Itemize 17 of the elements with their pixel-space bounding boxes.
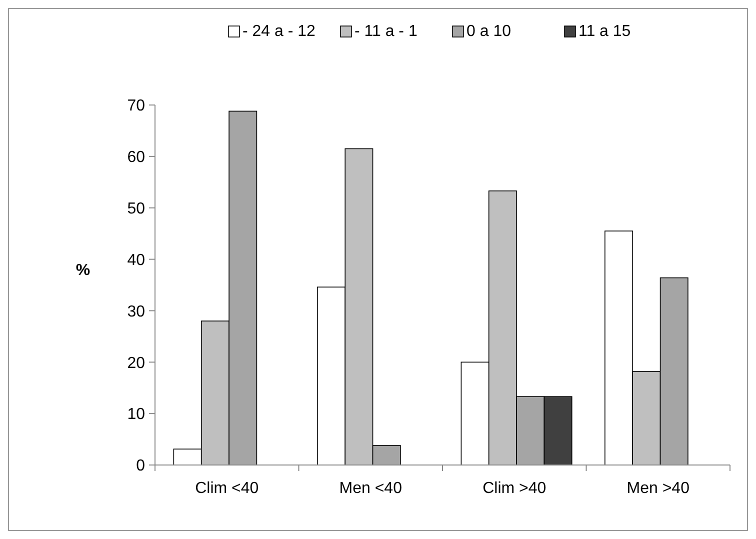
y-tick-label: 40 (127, 252, 146, 269)
legend-label: 0 a 10 (466, 23, 512, 40)
y-tick-label: 10 (127, 406, 146, 424)
y-tick-label: 0 (136, 458, 146, 475)
x-tick-label: Men >40 (626, 480, 690, 497)
y-tick-label: 20 (127, 354, 146, 372)
y-axis-title: % (76, 262, 90, 279)
x-tick-label: Men <40 (339, 480, 402, 497)
legend-label: 11 a 15 (578, 23, 631, 40)
legend-label: - 24 a - 12 (242, 23, 316, 40)
x-tick-label: Clim >40 (482, 480, 546, 497)
y-tick-label: 70 (127, 98, 146, 115)
legend-label: - 11 a - 1 (354, 23, 418, 40)
x-tick-label: Clim <40 (195, 480, 259, 497)
y-tick-label: 60 (127, 149, 146, 166)
y-tick-label: 50 (127, 200, 146, 218)
y-tick-label: 30 (127, 303, 146, 320)
